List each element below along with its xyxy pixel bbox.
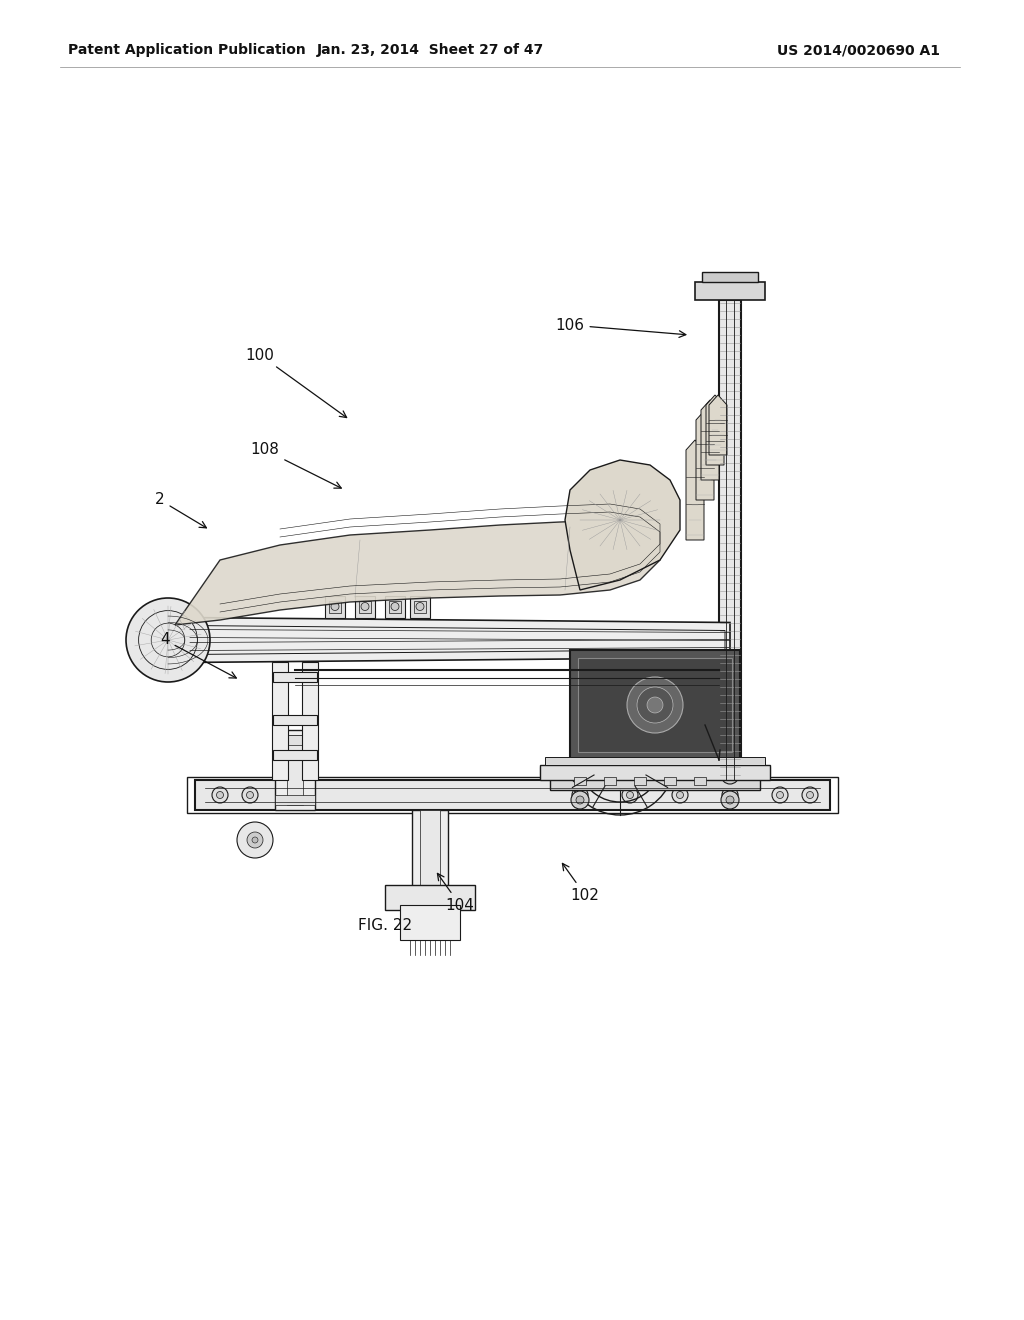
Bar	[634, 777, 646, 785]
Bar	[574, 777, 586, 785]
Bar	[302, 663, 318, 780]
Circle shape	[575, 796, 584, 804]
Bar	[702, 272, 758, 282]
Circle shape	[292, 787, 308, 803]
Bar	[187, 777, 838, 813]
Bar	[550, 772, 760, 789]
Polygon shape	[709, 395, 727, 455]
Circle shape	[627, 792, 634, 799]
Text: 100: 100	[246, 347, 346, 417]
Bar	[414, 601, 426, 612]
Circle shape	[212, 787, 228, 803]
Bar	[420, 810, 440, 890]
Circle shape	[571, 791, 589, 809]
Bar	[695, 282, 765, 300]
Text: 108: 108	[251, 442, 341, 488]
Bar	[389, 601, 401, 612]
Polygon shape	[175, 520, 660, 624]
Circle shape	[247, 792, 254, 799]
Circle shape	[776, 792, 783, 799]
Circle shape	[572, 787, 588, 803]
Circle shape	[416, 602, 424, 610]
Text: 106: 106	[555, 318, 686, 338]
Polygon shape	[701, 400, 719, 480]
Circle shape	[622, 787, 638, 803]
Bar	[400, 906, 460, 940]
Circle shape	[726, 771, 734, 779]
Polygon shape	[706, 395, 724, 465]
Circle shape	[361, 602, 369, 610]
Bar	[273, 715, 317, 725]
Bar	[272, 663, 288, 780]
Circle shape	[237, 822, 273, 858]
Text: US 2014/0020690 A1: US 2014/0020690 A1	[777, 44, 940, 57]
Circle shape	[647, 697, 663, 713]
Text: 104: 104	[437, 874, 474, 912]
Bar	[578, 657, 732, 752]
Circle shape	[126, 598, 210, 682]
Circle shape	[627, 677, 683, 733]
Text: Patent Application Publication: Patent Application Publication	[68, 44, 306, 57]
Circle shape	[672, 787, 688, 803]
Circle shape	[637, 686, 673, 723]
Polygon shape	[565, 459, 680, 590]
Circle shape	[807, 792, 813, 799]
Bar	[540, 767, 770, 775]
Circle shape	[297, 792, 303, 799]
Circle shape	[721, 766, 739, 784]
Circle shape	[216, 792, 223, 799]
Circle shape	[252, 837, 258, 843]
Circle shape	[242, 787, 258, 803]
Bar	[385, 595, 406, 618]
Circle shape	[772, 787, 788, 803]
Text: 4: 4	[160, 632, 237, 678]
Bar	[329, 601, 341, 612]
Circle shape	[575, 771, 584, 779]
Polygon shape	[185, 618, 730, 663]
Bar	[325, 595, 345, 618]
Bar	[355, 595, 375, 618]
Bar	[719, 300, 741, 780]
Circle shape	[726, 792, 733, 799]
Bar	[412, 810, 449, 890]
Circle shape	[677, 792, 683, 799]
Bar	[410, 595, 430, 618]
Bar	[273, 672, 317, 682]
Circle shape	[577, 792, 584, 799]
Bar	[570, 649, 740, 760]
Bar	[359, 601, 371, 612]
Circle shape	[722, 787, 738, 803]
Bar	[273, 750, 317, 760]
Bar	[287, 735, 303, 805]
Bar	[275, 730, 315, 810]
Bar	[275, 795, 315, 805]
Circle shape	[331, 602, 339, 610]
Bar	[195, 780, 830, 810]
Circle shape	[247, 832, 263, 847]
Polygon shape	[696, 411, 714, 500]
Bar	[275, 735, 315, 744]
Text: 102: 102	[562, 863, 599, 903]
Circle shape	[721, 791, 739, 809]
Text: 2: 2	[156, 492, 207, 528]
Circle shape	[726, 796, 734, 804]
Circle shape	[391, 602, 399, 610]
Bar	[545, 756, 765, 766]
Bar	[694, 777, 706, 785]
Bar	[604, 777, 616, 785]
Text: FIG. 22: FIG. 22	[358, 917, 412, 932]
Bar	[664, 777, 676, 785]
Circle shape	[802, 787, 818, 803]
Bar	[385, 884, 475, 909]
Polygon shape	[686, 440, 705, 540]
Circle shape	[571, 766, 589, 784]
Bar	[540, 766, 770, 780]
Text: Jan. 23, 2014  Sheet 27 of 47: Jan. 23, 2014 Sheet 27 of 47	[316, 44, 544, 57]
